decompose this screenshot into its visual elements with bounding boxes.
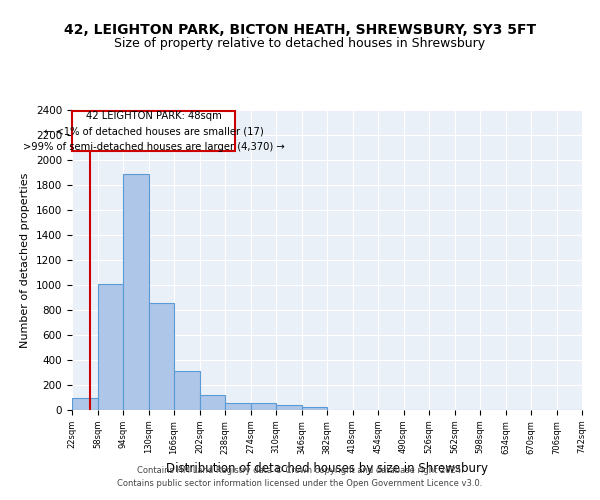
Bar [276,405,302,410]
Bar [251,403,276,410]
Bar [174,370,199,410]
FancyBboxPatch shape [72,112,235,151]
Bar [199,395,225,410]
Text: Contains HM Land Registry data © Crown copyright and database right 2024.
Contai: Contains HM Land Registry data © Crown c… [118,466,482,487]
Text: 42, LEIGHTON PARK, BICTON HEATH, SHREWSBURY, SY3 5FT: 42, LEIGHTON PARK, BICTON HEATH, SHREWSB… [64,22,536,36]
Bar [72,398,97,410]
Text: 42 LEIGHTON PARK: 48sqm
← <1% of detached houses are smaller (17)
>99% of semi-d: 42 LEIGHTON PARK: 48sqm ← <1% of detache… [23,110,284,152]
Bar [123,174,149,410]
Bar [97,284,123,410]
Text: Size of property relative to detached houses in Shrewsbury: Size of property relative to detached ho… [115,38,485,51]
Bar [302,407,327,410]
Bar [149,302,174,410]
Y-axis label: Number of detached properties: Number of detached properties [20,172,31,348]
X-axis label: Distribution of detached houses by size in Shrewsbury: Distribution of detached houses by size … [166,462,488,475]
Bar [225,402,251,410]
